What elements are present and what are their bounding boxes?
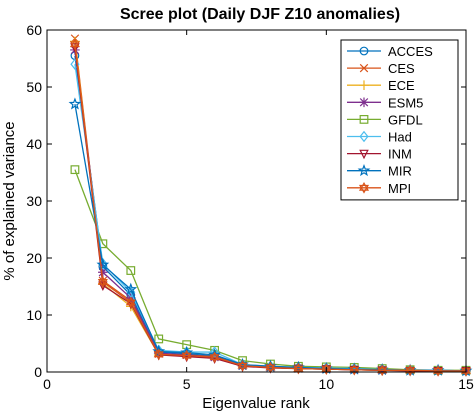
data-point-mpi: [69, 38, 80, 51]
legend-entry-esm5: ESM5: [347, 95, 423, 110]
legend-marker: [359, 80, 369, 90]
legend-label: Had: [388, 130, 412, 145]
data-point-mpi: [265, 361, 276, 374]
data-point-mpi: [97, 276, 108, 288]
legend-marker: [359, 97, 369, 108]
legend-label: MIR: [388, 164, 412, 179]
data-point-mpi: [377, 364, 388, 377]
series-mpi: [69, 38, 472, 377]
y-tick-label: 30: [26, 193, 42, 209]
data-point-gfdl: [126, 266, 136, 275]
legend-marker: [357, 163, 371, 177]
legend-label: GFDL: [388, 112, 423, 127]
y-tick-label: 50: [26, 79, 42, 95]
series-layer: [68, 34, 473, 377]
legend-marker: [359, 149, 369, 160]
y-axis-label: % of explained variance: [1, 121, 18, 280]
data-point-inm: [70, 43, 80, 53]
x-tick-label: 15: [458, 376, 474, 392]
y-tick-label: 40: [26, 136, 42, 152]
y-tick-label: 0: [34, 364, 42, 380]
x-axis-label: Eigenvalue rank: [202, 395, 310, 412]
legend-entry-inm: INM: [347, 147, 412, 162]
y-tick-label: 20: [26, 250, 42, 266]
x-tick-label: 0: [43, 376, 51, 392]
data-point-esm5: [98, 267, 108, 278]
data-point-mpi: [153, 348, 164, 361]
data-point-mpi: [405, 364, 416, 377]
data-point-mir: [124, 282, 138, 295]
chart-title: Scree plot (Daily DJF Z10 anomalies): [120, 6, 400, 23]
legend-entry-ces: CES: [347, 61, 415, 76]
legend-entry-had: Had: [347, 130, 412, 145]
x-tick-label: 10: [319, 376, 335, 392]
data-point-mpi: [181, 349, 192, 362]
legend-label: ESM5: [388, 95, 423, 110]
legend-marker: [359, 114, 369, 124]
data-point-mir: [180, 345, 194, 359]
ticks-layer: 0 5 10 15 0 10 20 30 40 50 60: [26, 22, 474, 392]
legend-label: ACCES: [388, 44, 433, 59]
data-point-gfdl: [70, 165, 80, 175]
y-tick-label: 60: [26, 22, 42, 38]
legend-entry-acces: ACCES: [347, 44, 433, 59]
x-tick-label: 5: [183, 376, 191, 392]
legend: ACCES CES ECE ESM5 GFDL Had INM MIR MPI: [340, 39, 459, 201]
legend-marker: [359, 46, 369, 56]
legend-entry-mpi: MPI: [347, 181, 411, 196]
legend-label: ECE: [388, 78, 415, 93]
legend-marker: [359, 63, 369, 73]
data-point-mpi: [125, 296, 136, 309]
data-point-mir: [96, 258, 110, 271]
legend-entry-mir: MIR: [347, 164, 412, 179]
data-point-mir: [68, 97, 82, 110]
legend-marker: [359, 130, 369, 143]
data-point-mpi: [237, 359, 248, 372]
series-line-mpi: [74, 44, 466, 372]
legend-marker: [358, 181, 370, 194]
legend-label: INM: [388, 147, 412, 162]
y-tick-label: 10: [26, 307, 42, 323]
legend-entry-gfdl: GFDL: [347, 112, 423, 127]
data-point-mpi: [209, 351, 220, 363]
legend-label: CES: [388, 61, 415, 76]
data-point-mpi: [293, 362, 304, 375]
legend-label: MPI: [388, 181, 411, 196]
legend-entry-ece: ECE: [347, 78, 415, 93]
data-point-gfdl: [154, 334, 164, 344]
